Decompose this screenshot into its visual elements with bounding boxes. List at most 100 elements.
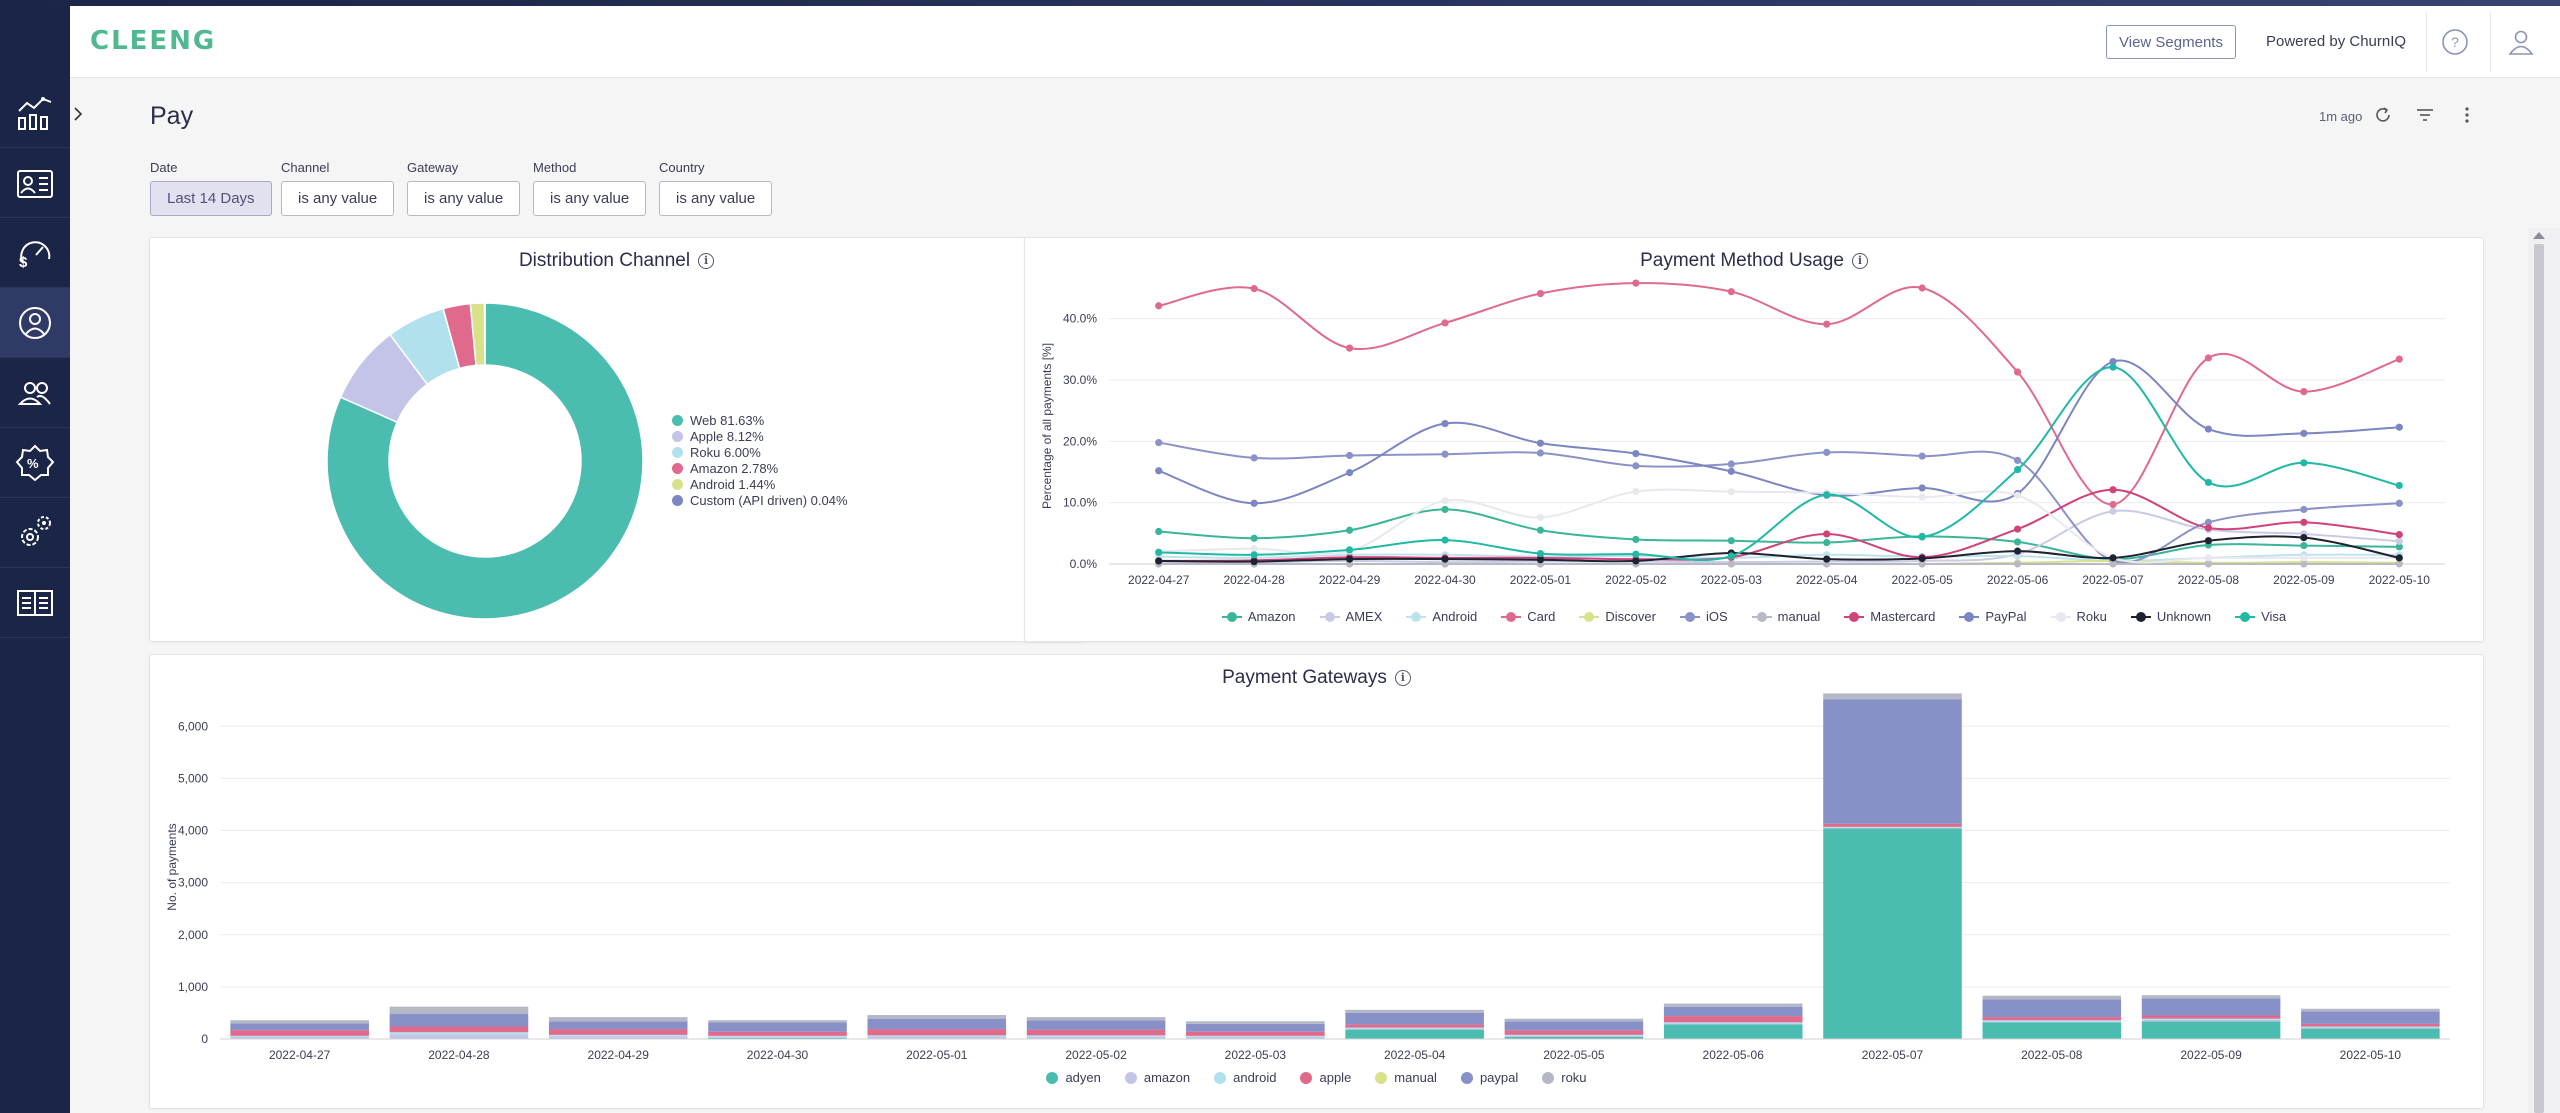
data-point[interactable] [2300,518,2308,526]
bar-segment[interactable] [1823,827,1962,829]
data-point[interactable] [1918,560,1926,568]
data-point[interactable] [1823,320,1831,328]
data-point[interactable] [1250,499,1258,507]
data-point[interactable] [1345,344,1354,352]
data-point[interactable] [2204,354,2213,362]
data-point[interactable] [1155,527,1163,536]
legend-item[interactable]: roku [1542,1070,1587,1085]
data-point[interactable] [2109,554,2117,562]
bar-segment[interactable] [1982,1022,2122,1039]
data-point[interactable] [2395,537,2403,545]
data-point[interactable] [2109,486,2117,494]
data-point[interactable] [2013,538,2022,546]
data-point[interactable] [2300,560,2308,568]
bar-segment[interactable] [1026,1020,1166,1030]
bar-segment[interactable] [1026,1017,1166,1021]
bar-segment[interactable] [1345,1024,1484,1028]
data-point[interactable] [1823,555,1831,563]
data-point[interactable] [2300,534,2308,542]
bar-segment[interactable] [867,1015,1007,1019]
bar-segment[interactable] [867,1029,1007,1036]
sidebar-item-users[interactable] [0,358,70,428]
filter-date-button[interactable]: Last 14 Days [150,181,272,216]
data-point[interactable] [1727,460,1735,468]
bar-segment[interactable] [1982,1020,2122,1022]
data-point[interactable] [2013,547,2022,555]
data-point[interactable] [2109,560,2117,568]
bar-segment[interactable] [1663,1006,1803,1017]
bar-segment[interactable] [1982,995,2122,1000]
data-point[interactable] [1155,548,1163,556]
filter-method-button[interactable]: is any value [533,181,647,216]
help-icon[interactable]: ? [2440,27,2470,57]
data-point[interactable] [1918,554,1926,563]
data-point[interactable] [1536,549,1545,558]
data-point[interactable] [2204,478,2213,487]
legend-item[interactable]: Amazon [1221,609,1296,624]
data-point[interactable] [2300,554,2308,562]
page-scrollbar[interactable] [2528,228,2560,1113]
data-point[interactable] [2395,543,2403,551]
legend-item[interactable]: Android [1406,609,1477,624]
bar-segment[interactable] [1026,1036,1166,1039]
data-point[interactable] [2013,368,2022,376]
sidebar-item-subscribers[interactable] [0,148,70,218]
bar-segment[interactable] [1186,1031,1325,1036]
bar-segment[interactable] [1345,1009,1484,1013]
data-point[interactable] [2300,459,2308,467]
data-point[interactable] [1155,557,1163,565]
bar-segment[interactable] [2141,998,2281,1016]
legend-item[interactable]: paypal [1460,1070,1518,1085]
bar-segment[interactable] [230,1036,369,1039]
sidebar-expand-chevron-icon[interactable] [72,104,84,124]
data-point[interactable] [1250,285,1258,293]
bar-segment[interactable] [708,1037,847,1039]
data-point[interactable] [1441,450,1449,458]
data-point[interactable] [1918,484,1926,492]
legend-item[interactable]: manual [1375,1070,1437,1085]
sidebar-item-churn[interactable] [0,288,70,358]
bar-segment[interactable] [867,1035,1007,1037]
bar-segment[interactable] [548,1029,688,1035]
bar-segment[interactable] [1186,1036,1325,1039]
legend-item[interactable]: Amazon 2.78% [672,460,848,476]
data-point[interactable] [1441,419,1449,428]
legend-item[interactable]: apple [1300,1070,1351,1085]
filter-channel-button[interactable]: is any value [281,181,395,216]
bar-segment[interactable] [2141,1019,2281,1022]
bar-segment[interactable] [389,1006,529,1014]
bar-segment[interactable] [1504,1035,1644,1037]
data-point[interactable] [1536,289,1545,298]
data-point[interactable] [2395,355,2403,363]
data-point[interactable] [2395,554,2403,562]
data-point[interactable] [2204,425,2213,433]
bar-segment[interactable] [1982,1021,2122,1023]
info-icon[interactable]: i [698,253,715,269]
sidebar-item-settings[interactable] [0,498,70,568]
data-point[interactable] [2204,518,2213,526]
data-point[interactable] [2013,465,2022,474]
bar-segment[interactable] [1823,826,1962,828]
scrollbar-thumb[interactable] [2534,244,2544,1113]
bar-segment[interactable] [230,1020,369,1024]
bar-segment[interactable] [2301,1026,2440,1028]
legend-item[interactable]: Roku [2050,609,2107,624]
series-line[interactable] [1158,441,2400,564]
bar-segment[interactable] [1345,1029,1484,1039]
bar-segment[interactable] [708,1035,847,1037]
bar-segment[interactable] [2141,995,2281,999]
legend-item[interactable]: Visa [2235,609,2286,624]
bar-segment[interactable] [708,1022,847,1032]
legend-item[interactable]: Mastercard [1844,609,1935,624]
bar-segment[interactable] [2301,1011,2440,1024]
legend-item[interactable]: android [1214,1070,1276,1085]
bar-segment[interactable] [548,1036,688,1039]
data-point[interactable] [2204,560,2213,568]
data-point[interactable] [2013,491,2022,499]
bar-segment[interactable] [230,1035,369,1037]
data-point[interactable] [1727,537,1735,545]
bar-segment[interactable] [1186,1021,1325,1024]
filter-icon[interactable] [2414,104,2436,126]
data-point[interactable] [2204,524,2213,532]
bar-segment[interactable] [2301,1027,2440,1029]
